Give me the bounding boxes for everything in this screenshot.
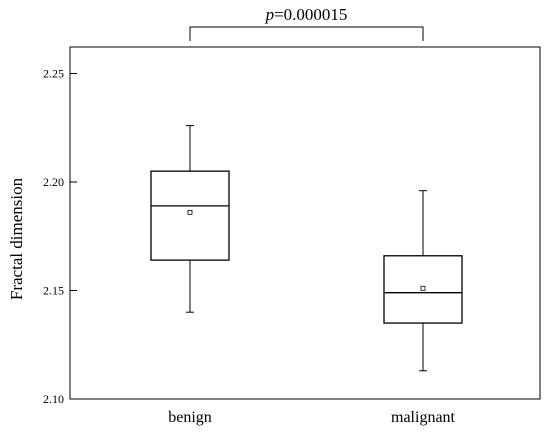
mean-marker xyxy=(420,285,426,291)
y-tick-label: 2.10 xyxy=(43,392,64,406)
x-category-label: benign xyxy=(168,409,212,426)
p-symbol: p xyxy=(265,5,275,24)
y-tick-label: 2.25 xyxy=(43,67,64,81)
plot-frame xyxy=(69,46,541,400)
significance-bracket xyxy=(189,26,424,41)
y-tick-label: 2.20 xyxy=(43,175,64,189)
significance-annotation: p=0.000015 xyxy=(189,5,424,41)
box-malignant xyxy=(383,190,463,372)
iqr-box xyxy=(150,170,230,261)
mean-marker xyxy=(187,209,193,215)
iqr-box xyxy=(383,255,463,324)
p-value: =0.000015 xyxy=(274,5,347,24)
y-tick-label: 2.15 xyxy=(43,284,64,298)
p-value-label: p=0.000015 xyxy=(265,5,348,24)
x-category-label: malignant xyxy=(391,409,456,426)
x-axis-labels: benign malignant xyxy=(168,409,455,426)
box-benign xyxy=(150,125,230,313)
y-axis-title: Fractal dimension xyxy=(7,177,26,300)
y-axis: 2.10 2.15 2.20 2.25 xyxy=(43,67,77,406)
boxes-group xyxy=(150,125,463,372)
